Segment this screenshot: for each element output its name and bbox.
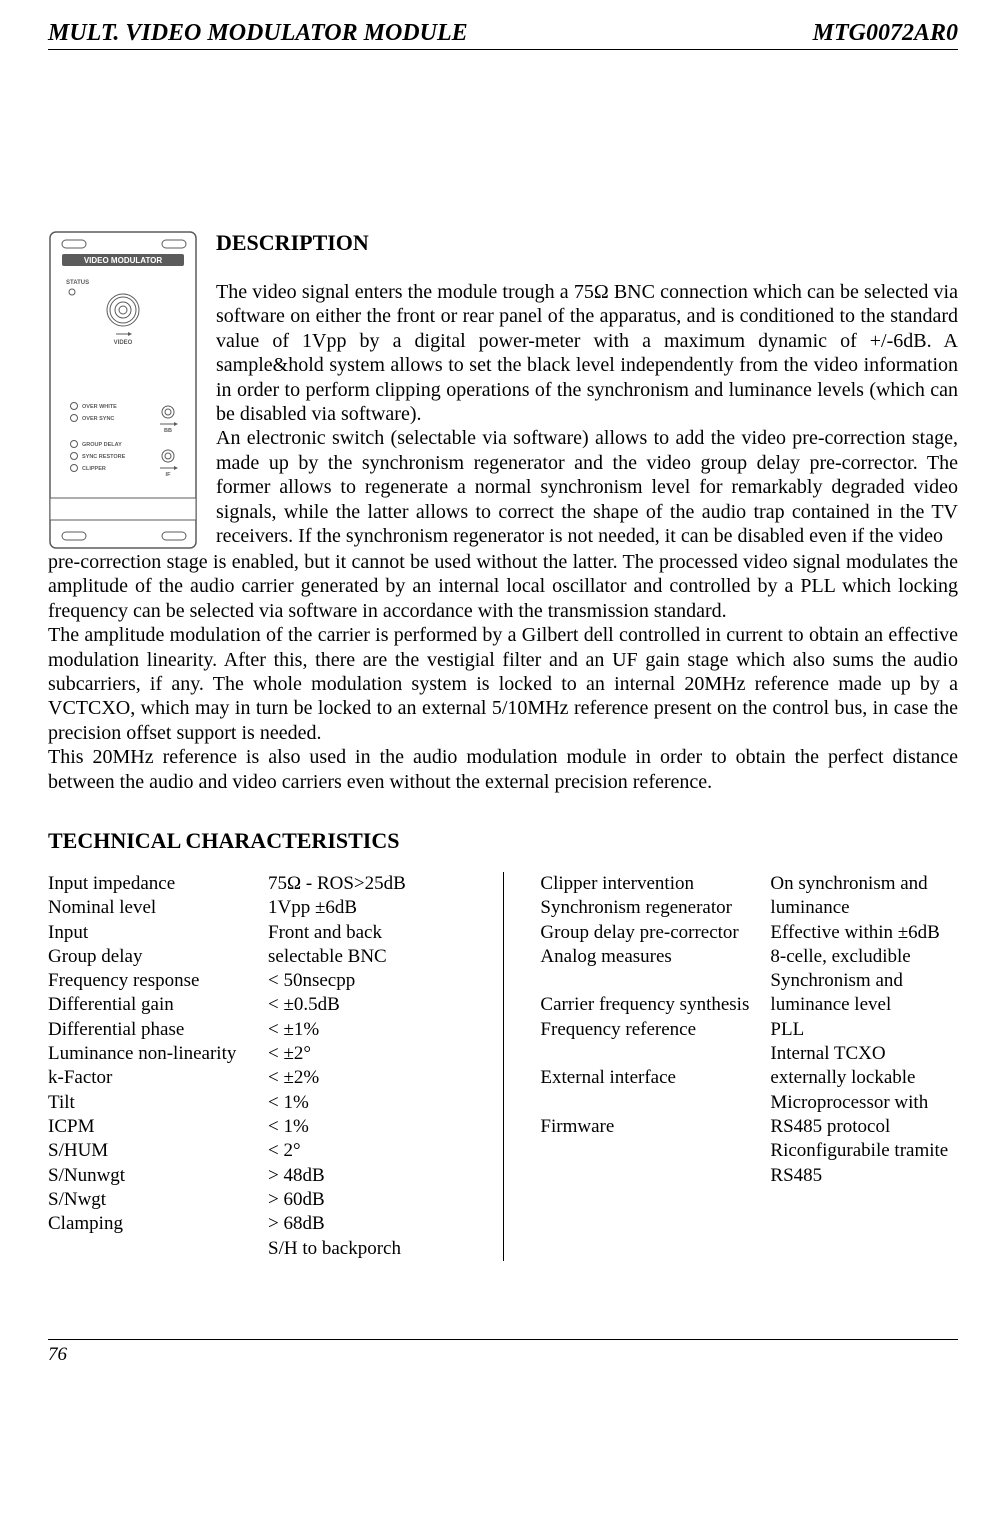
tech-right-labels: Clipper interventionSynchronism regenera… bbox=[540, 872, 770, 1261]
tech-left-labels: Input impedanceNominal levelInputGroup d… bbox=[48, 872, 268, 1261]
spec-label: Synchronism regenerator bbox=[540, 896, 770, 920]
spec-value: RS485 protocol bbox=[770, 1115, 958, 1139]
spec-label: S/HUM bbox=[48, 1139, 268, 1163]
spec-label bbox=[540, 1042, 770, 1066]
spec-label: Clamping bbox=[48, 1212, 268, 1236]
svg-text:OVER WHITE: OVER WHITE bbox=[82, 404, 117, 410]
spec-value: Effective within ±6dB bbox=[770, 921, 958, 945]
spec-value: Synchronism and bbox=[770, 969, 958, 993]
header: MULT. VIDEO MODULATOR MODULE MTG0072AR0 bbox=[48, 20, 958, 50]
spec-label: S/Nwgt bbox=[48, 1188, 268, 1212]
spec-label: External interface bbox=[540, 1066, 770, 1090]
spec-label: Input bbox=[48, 921, 268, 945]
spec-label: Differential gain bbox=[48, 993, 268, 1017]
page-number: 76 bbox=[48, 1339, 958, 1366]
spec-label: Differential phase bbox=[48, 1018, 268, 1042]
spec-value: 1Vpp ±6dB bbox=[268, 896, 453, 920]
spec-label: Carrier frequency synthesis bbox=[540, 993, 770, 1017]
tech-left-values: 75Ω - ROS>25dB1Vpp ±6dBFront and back se… bbox=[268, 872, 453, 1261]
spec-label: Group delay bbox=[48, 945, 268, 969]
description-text-side: The video signal enters the module troug… bbox=[216, 280, 958, 548]
spec-value: < 1% bbox=[268, 1091, 453, 1115]
spec-label: Analog measures bbox=[540, 945, 770, 969]
spec-label bbox=[540, 969, 770, 993]
description-text-full: pre-correction stage is enabled, but it … bbox=[48, 550, 958, 794]
header-title-right: MTG0072AR0 bbox=[813, 20, 958, 47]
spec-label: Nominal level bbox=[48, 896, 268, 920]
spec-value: 8-celle, excludible bbox=[770, 945, 958, 969]
spec-value: externally lockable bbox=[770, 1066, 958, 1090]
svg-text:CLIPPER: CLIPPER bbox=[82, 466, 106, 472]
spec-value: On synchronism and luminance bbox=[770, 872, 958, 921]
spec-value: < ±2° bbox=[268, 1042, 453, 1066]
tech-col-right: Clipper interventionSynchronism regenera… bbox=[540, 872, 958, 1261]
spec-value: PLL bbox=[770, 1018, 958, 1042]
svg-text:GROUP DELAY: GROUP DELAY bbox=[82, 442, 122, 448]
spec-value: Microprocessor with bbox=[770, 1091, 958, 1115]
spec-value: < 1% bbox=[268, 1115, 453, 1139]
spec-value: S/H to backporch bbox=[268, 1237, 453, 1261]
content-row: VIDEO MODULATOR STATUS VIDEO OVER WHITE … bbox=[48, 230, 958, 550]
spec-value: > 60dB bbox=[268, 1188, 453, 1212]
spec-value: Riconfigurabile tramite RS485 bbox=[770, 1139, 958, 1188]
spec-value: Front and back selectable BNC bbox=[268, 921, 453, 970]
svg-text:VIDEO: VIDEO bbox=[114, 340, 133, 346]
technical-heading: TECHNICAL CHARACTERISTICS bbox=[48, 828, 958, 854]
svg-text:VIDEO MODULATOR: VIDEO MODULATOR bbox=[84, 256, 163, 265]
spec-value: luminance level bbox=[770, 993, 958, 1017]
svg-text:STATUS: STATUS bbox=[66, 280, 89, 286]
spec-value: < 2° bbox=[268, 1139, 453, 1163]
tech-col-left: Input impedanceNominal levelInputGroup d… bbox=[48, 872, 453, 1261]
description-side: DESCRIPTION The video signal enters the … bbox=[216, 230, 958, 548]
spec-label: S/Nunwgt bbox=[48, 1164, 268, 1188]
spec-label: Tilt bbox=[48, 1091, 268, 1115]
spec-label: Firmware bbox=[540, 1115, 770, 1139]
svg-text:SYNC RESTORE: SYNC RESTORE bbox=[82, 454, 126, 460]
spec-value: < ±2% bbox=[268, 1066, 453, 1090]
spec-label: Frequency response bbox=[48, 969, 268, 993]
spec-value: > 68dB bbox=[268, 1212, 453, 1236]
header-title-left: MULT. VIDEO MODULATOR MODULE bbox=[48, 20, 468, 47]
spec-label bbox=[540, 1091, 770, 1115]
module-panel-diagram: VIDEO MODULATOR STATUS VIDEO OVER WHITE … bbox=[48, 230, 198, 550]
spec-label: Luminance non-linearity bbox=[48, 1042, 268, 1066]
svg-text:IF: IF bbox=[166, 472, 172, 478]
spec-label: ICPM bbox=[48, 1115, 268, 1139]
svg-text:OVER SYNC: OVER SYNC bbox=[82, 416, 114, 422]
spec-value: < ±1% bbox=[268, 1018, 453, 1042]
spec-value: < 50nsecpp bbox=[268, 969, 453, 993]
description-heading: DESCRIPTION bbox=[216, 230, 958, 256]
technical-columns: Input impedanceNominal levelInputGroup d… bbox=[48, 872, 958, 1261]
svg-text:BB: BB bbox=[164, 428, 172, 434]
spec-value: 75Ω - ROS>25dB bbox=[268, 872, 453, 896]
spec-label: Input impedance bbox=[48, 872, 268, 896]
spec-value: Internal TCXO bbox=[770, 1042, 958, 1066]
spec-label: Clipper intervention bbox=[540, 872, 770, 896]
spec-value: < ±0.5dB bbox=[268, 993, 453, 1017]
spec-label: Frequency reference bbox=[540, 1018, 770, 1042]
spec-label: k-Factor bbox=[48, 1066, 268, 1090]
spec-value: > 48dB bbox=[268, 1164, 453, 1188]
spec-label: Group delay pre-corrector bbox=[540, 921, 770, 945]
column-divider bbox=[503, 872, 504, 1261]
tech-right-values: On synchronism and luminanceEffective wi… bbox=[770, 872, 958, 1261]
